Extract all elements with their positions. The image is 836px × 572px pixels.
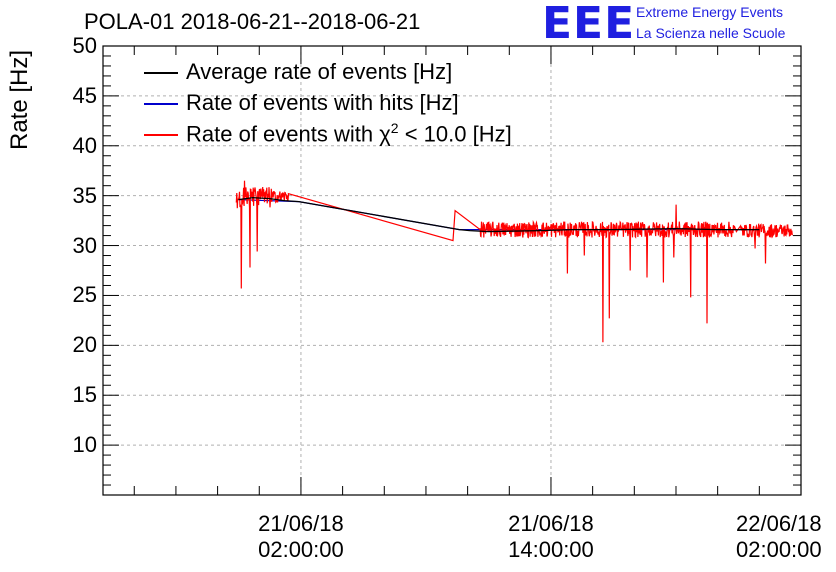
x-tick-time: 02:00:00 bbox=[736, 537, 822, 562]
y-tick-label: 20 bbox=[72, 332, 97, 358]
logo-line-1: Extreme Energy Events bbox=[636, 4, 784, 20]
y-axis-title: Rate [Hz] bbox=[6, 49, 33, 150]
y-tick-label: 40 bbox=[72, 132, 97, 158]
legend-label-chi2: Rate of events with χ2 < 10.0 [Hz] bbox=[186, 120, 512, 147]
y-tick-label: 50 bbox=[72, 33, 97, 58]
axis-ticks bbox=[103, 45, 802, 496]
y-tick-label: 15 bbox=[72, 382, 97, 408]
series-line-chi2 bbox=[235, 180, 794, 343]
legend-label-hits: Rate of events with hits [Hz] bbox=[186, 90, 459, 115]
eee-logo: EEE bbox=[542, 0, 636, 49]
legend-label-chi2-prefix: Rate of events with bbox=[186, 121, 380, 147]
chart-title: POLA-01 2018-06-21--2018-06-21 bbox=[84, 9, 421, 34]
legend-label-average: Average rate of events [Hz] bbox=[186, 59, 453, 84]
x-tick-date: 21/06/18 bbox=[258, 511, 344, 536]
series-layer bbox=[235, 180, 794, 343]
y-tick-label: 10 bbox=[72, 432, 97, 458]
legend-label-chi2-suffix: < 10.0 [Hz] bbox=[398, 121, 512, 147]
x-tick-time: 14:00:00 bbox=[508, 537, 594, 562]
legend-swatch-average bbox=[144, 72, 178, 74]
x-tick-label: 21/06/18 14:00:00 bbox=[491, 511, 611, 563]
plot-frame bbox=[102, 45, 802, 496]
grid-lines bbox=[103, 45, 801, 495]
x-tick-time: 02:00:00 bbox=[258, 537, 344, 562]
logo-line-2: La Scienza nelle Scuole bbox=[636, 25, 786, 41]
y-tick-label: 35 bbox=[72, 182, 97, 208]
chi-superscript: 2 bbox=[390, 120, 399, 136]
legend-swatch-hits bbox=[144, 103, 178, 105]
x-tick-label: 21/06/18 02:00:00 bbox=[241, 511, 361, 563]
legend-swatch-chi2 bbox=[144, 134, 178, 136]
x-tick-label: 22/06/18 02:00:00 bbox=[736, 511, 836, 563]
chi-symbol: χ bbox=[379, 121, 391, 147]
plot-border bbox=[102, 45, 802, 496]
series-line-average bbox=[238, 197, 760, 233]
x-tick-date: 21/06/18 bbox=[508, 511, 594, 536]
y-tick-label: 45 bbox=[72, 82, 97, 108]
y-tick-label: 25 bbox=[72, 282, 97, 308]
x-tick-date: 22/06/18 bbox=[736, 511, 822, 536]
y-tick-label: 30 bbox=[72, 232, 97, 258]
